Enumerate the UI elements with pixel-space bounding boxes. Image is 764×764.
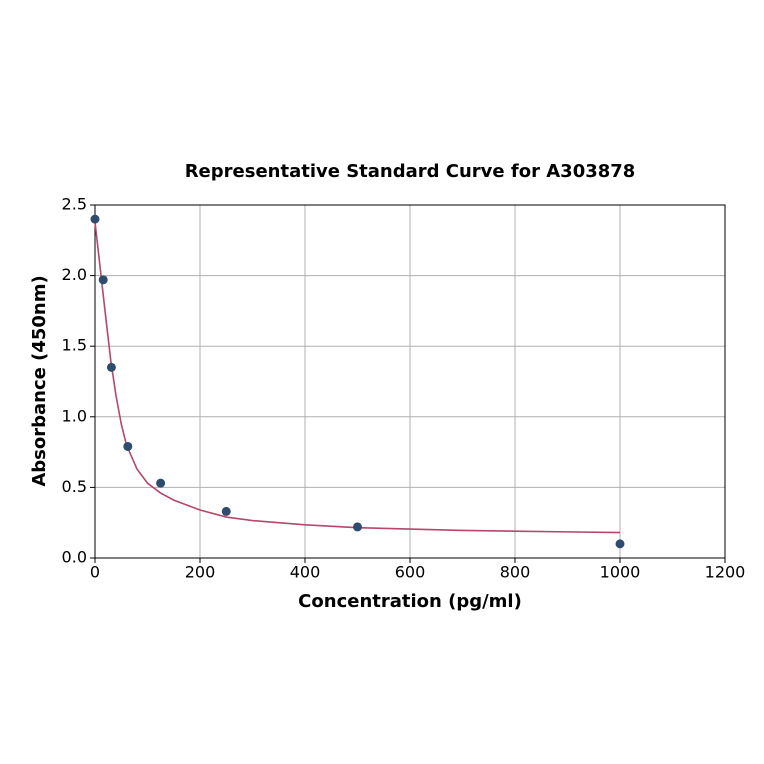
x-tick-label: 800: [500, 563, 531, 582]
plot-frame: [94, 204, 726, 559]
y-tick-label: 1.0: [62, 406, 87, 425]
x-tick-label: 1200: [705, 563, 746, 582]
x-tick-label: 400: [290, 563, 321, 582]
data-point: [156, 478, 166, 488]
y-tick-label: 0.5: [62, 477, 87, 496]
y-tick-label: 2.0: [62, 265, 87, 284]
x-tick-label: 1000: [600, 563, 641, 582]
x-tick-label: 0: [90, 563, 100, 582]
data-point: [353, 522, 362, 532]
chart-title: Representative Standard Curve for A30387…: [185, 161, 636, 182]
data-point: [106, 362, 116, 372]
y-axis-title: Absorbance (450nm): [29, 275, 50, 486]
data-point: [615, 539, 625, 549]
data-point: [90, 214, 100, 224]
x-tick-label: 200: [185, 563, 216, 582]
data-point: [123, 441, 133, 451]
fit-curve: [94, 221, 621, 534]
data-point: [98, 275, 108, 285]
y-tick-label: 1.5: [62, 336, 87, 355]
data-point: [221, 506, 231, 516]
x-axis-title: Concentration (pg/ml): [298, 591, 522, 612]
y-tick-label: 2.5: [62, 195, 87, 214]
x-tick-label: 600: [395, 563, 426, 582]
y-tick-label: 0.0: [62, 548, 87, 567]
